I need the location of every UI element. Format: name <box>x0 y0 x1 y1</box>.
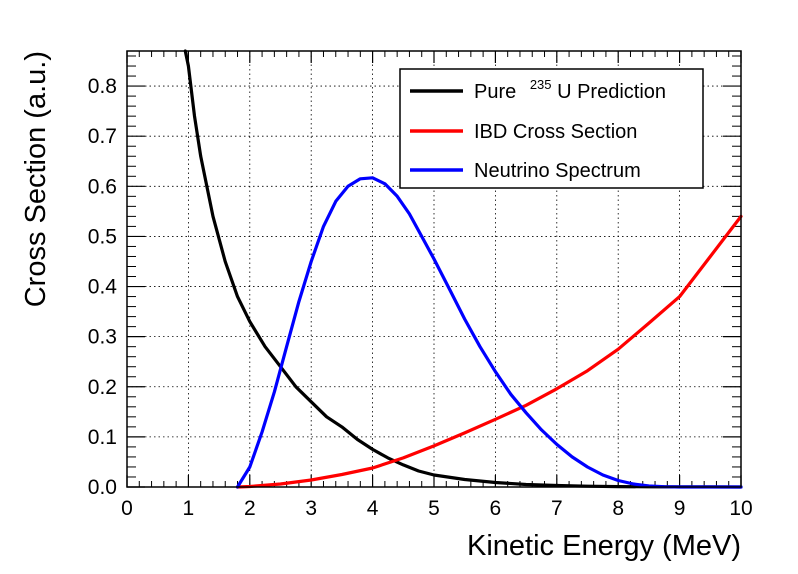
y-tick-label: 0.1 <box>88 426 117 449</box>
x-tick-label: 2 <box>244 497 256 520</box>
y-axis-title: Cross Section (a.u.) <box>20 51 52 307</box>
y-tick-label: 0.2 <box>88 376 117 399</box>
legend-label-ibd: IBD Cross Section <box>474 121 637 143</box>
x-tick-label: 7 <box>551 497 563 520</box>
legend-label-pure-u235: Pure 235 U Prediction <box>474 72 666 103</box>
legend-label-suffix: U Prediction <box>557 81 666 103</box>
x-axis-title: Kinetic Energy (MeV) <box>467 530 741 562</box>
tick-labels: 0 1 2 3 4 5 6 7 8 9 10 0.0 0.1 0.2 0.3 0.4 0.5 0.6 0.7 0.8 <box>88 75 753 520</box>
x-tick-label: 8 <box>612 497 624 520</box>
y-tick-label: 0.4 <box>88 276 118 299</box>
legend-label-superscript: 235 <box>530 77 552 92</box>
y-tick-label: 0.3 <box>88 326 117 349</box>
legend: Pure 235 U Prediction IBD Cross Section … <box>399 68 704 189</box>
x-tick-label: 3 <box>305 497 317 520</box>
legend-label-neutrino: Neutrino Spectrum <box>474 160 641 182</box>
series-line-neutrino-spectrum <box>235 176 743 489</box>
legend-box <box>399 68 704 189</box>
x-tick-label: 4 <box>367 497 379 520</box>
y-tick-label: 0.0 <box>88 476 117 499</box>
x-tick-label: 6 <box>490 497 502 520</box>
y-tick-label: 0.8 <box>88 75 117 98</box>
x-tick-label: 0 <box>121 497 133 520</box>
y-tick-label: 0.7 <box>88 125 117 148</box>
x-tick-label: 1 <box>183 497 195 520</box>
y-tick-label: 0.6 <box>88 175 117 198</box>
y-tick-label: 0.5 <box>88 225 117 248</box>
x-tick-label: 9 <box>674 497 686 520</box>
x-tick-label: 10 <box>729 497 752 520</box>
plot-frame <box>126 50 742 488</box>
x-tick-label: 5 <box>428 497 440 520</box>
series-line-ibd-cross-section <box>235 214 743 489</box>
legend-label-prefix: Pure <box>474 81 516 103</box>
